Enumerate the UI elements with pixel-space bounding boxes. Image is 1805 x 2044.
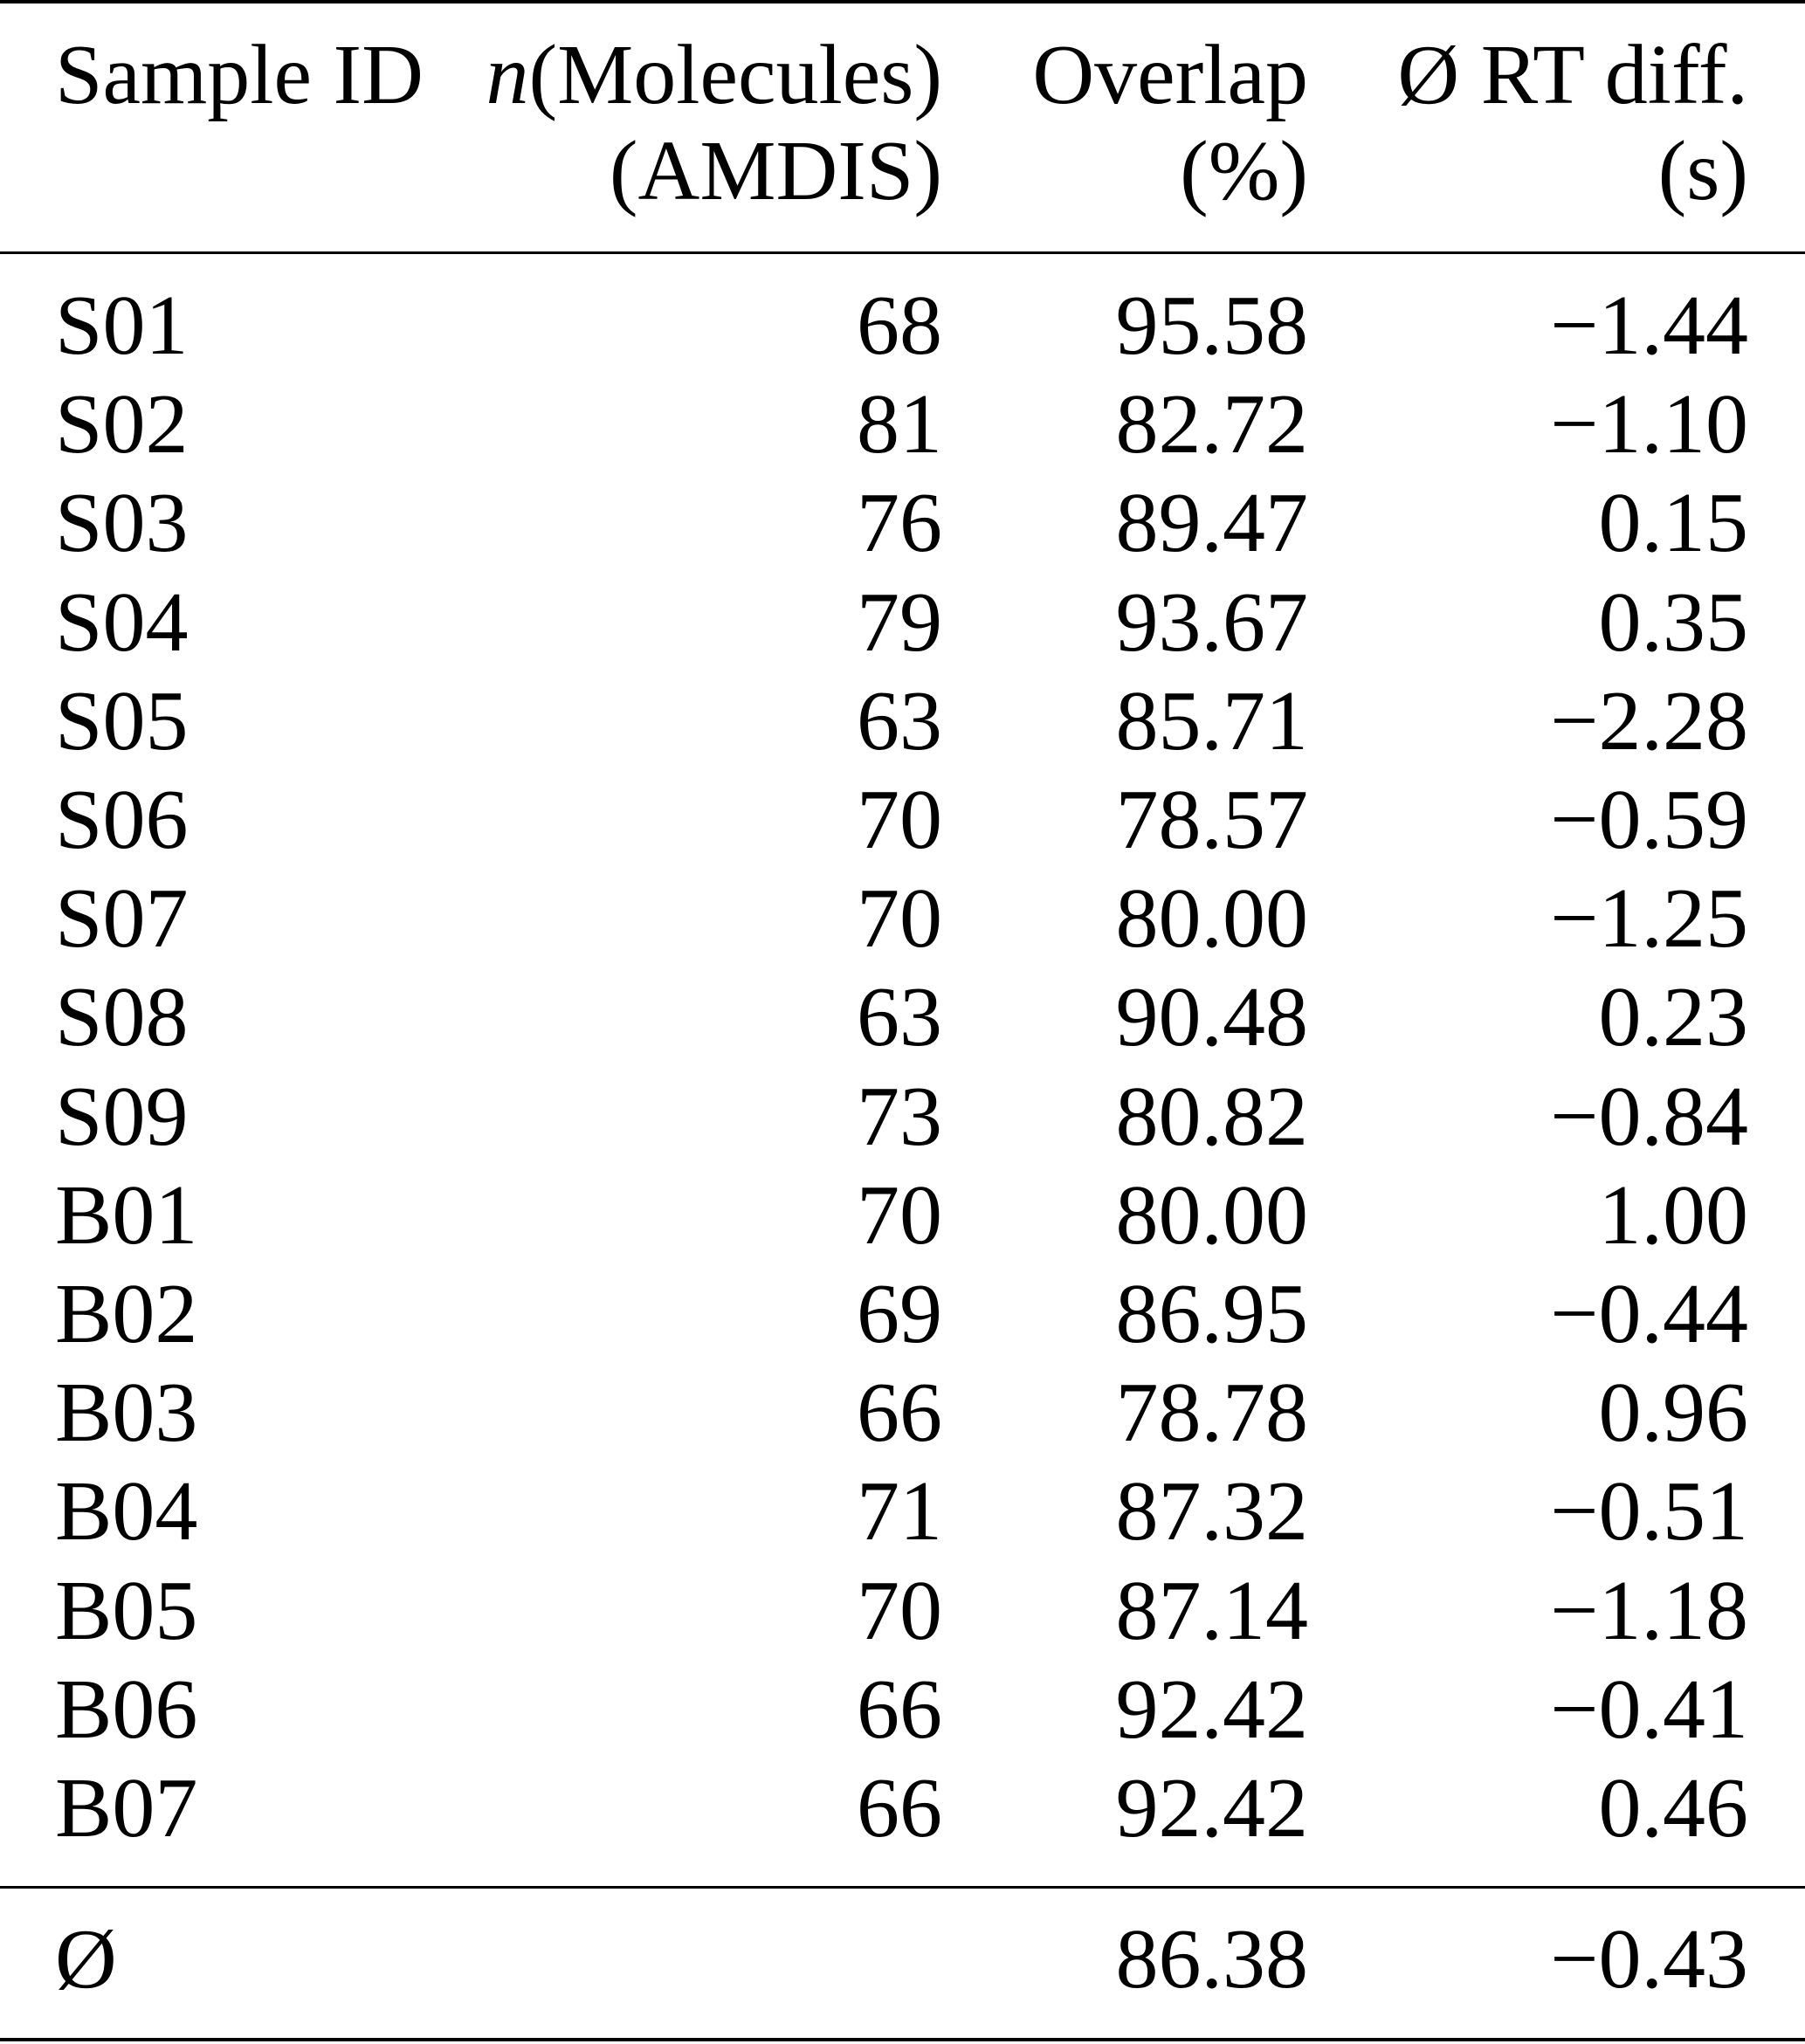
cell-molecules: 70 [857, 1563, 942, 1658]
cell-overlap: 80.00 [1115, 871, 1309, 967]
header-molecules-text: (Molecules) [528, 28, 943, 122]
header-overlap: Overlap [1032, 28, 1308, 122]
cell-rt-diff: −0.84 [1550, 1069, 1748, 1164]
cell-rt-diff: −2.28 [1550, 673, 1748, 768]
cell-overlap: 93.67 [1115, 575, 1309, 670]
cell-molecules: 70 [857, 871, 942, 967]
cell-rt-diff: −1.18 [1550, 1563, 1748, 1658]
cell-sample-id: B04 [55, 1464, 198, 1559]
cell-sample-id: S01 [55, 279, 189, 373]
cell-molecules: 66 [857, 1761, 942, 1855]
cell-overlap: 90.48 [1115, 970, 1309, 1065]
header-overlap-unit: (%) [1180, 124, 1308, 218]
header-molecules: n(Molecules) [486, 26, 943, 125]
cell-rt-diff: 0.23 [1598, 970, 1749, 1065]
cell-rt-diff: 0.35 [1598, 575, 1749, 670]
summary-rule [0, 1886, 1805, 1889]
cell-sample-id: S07 [55, 871, 189, 967]
cell-rt-diff: −0.51 [1550, 1464, 1748, 1559]
header-molecules-n: n [486, 28, 529, 122]
cell-rt-diff: −1.25 [1550, 871, 1748, 967]
cell-sample-id: B01 [55, 1167, 198, 1263]
header-molecules-unit: (AMDIS) [609, 124, 942, 218]
cell-sample-id: S06 [55, 773, 189, 867]
cell-molecules: 68 [857, 279, 942, 373]
cell-sample-id: S02 [55, 377, 189, 472]
cell-sample-id: S04 [55, 575, 189, 670]
cell-molecules: 63 [857, 673, 942, 768]
cell-sample-id: S05 [55, 673, 189, 768]
cell-overlap: 92.42 [1115, 1662, 1309, 1757]
summary-rt-diff: −0.43 [1550, 1912, 1748, 2006]
summary-overlap: 86.38 [1115, 1912, 1309, 2006]
cell-overlap: 82.72 [1115, 377, 1309, 472]
cell-molecules: 66 [857, 1366, 942, 1461]
cell-molecules: 70 [857, 773, 942, 867]
cell-overlap: 95.58 [1115, 279, 1309, 373]
cell-overlap: 78.57 [1115, 773, 1309, 867]
cell-overlap: 86.95 [1115, 1267, 1309, 1361]
cell-molecules: 81 [857, 377, 942, 472]
cell-molecules: 69 [857, 1267, 942, 1361]
cell-molecules: 79 [857, 575, 942, 670]
cell-overlap: 80.82 [1115, 1069, 1309, 1164]
cell-sample-id: S08 [55, 970, 189, 1065]
cell-overlap: 80.00 [1115, 1167, 1309, 1263]
cell-sample-id: B03 [55, 1366, 198, 1461]
cell-molecules: 63 [857, 970, 942, 1065]
cell-sample-id: S09 [55, 1069, 189, 1164]
top-rule [0, 0, 1805, 3]
header-rt-diff-unit: (s) [1657, 124, 1748, 218]
cell-molecules: 70 [857, 1167, 942, 1263]
cell-overlap: 78.78 [1115, 1366, 1309, 1461]
cell-rt-diff: 0.46 [1598, 1761, 1749, 1855]
cell-molecules: 73 [857, 1069, 942, 1164]
header-rule [0, 251, 1805, 254]
header-sample-id: Sample ID [55, 28, 424, 122]
cell-sample-id: S03 [55, 476, 189, 571]
cell-overlap: 92.42 [1115, 1761, 1309, 1855]
cell-overlap: 89.47 [1115, 476, 1309, 571]
cell-sample-id: B07 [55, 1761, 198, 1855]
summary-label: Ø [55, 1912, 117, 2006]
cell-molecules: 71 [857, 1464, 942, 1559]
cell-rt-diff: −1.10 [1550, 377, 1748, 472]
cell-rt-diff: −0.41 [1550, 1662, 1748, 1757]
cell-rt-diff: 0.96 [1598, 1366, 1749, 1461]
cell-rt-diff: 1.00 [1598, 1167, 1749, 1263]
cell-molecules: 76 [857, 476, 942, 571]
cell-rt-diff: −0.59 [1550, 773, 1748, 867]
bottom-rule [0, 2038, 1805, 2041]
cell-overlap: 87.32 [1115, 1464, 1309, 1559]
cell-sample-id: B06 [55, 1662, 198, 1757]
cell-sample-id: B05 [55, 1563, 198, 1658]
cell-rt-diff: 0.15 [1598, 476, 1749, 571]
cell-overlap: 85.71 [1115, 673, 1309, 768]
cell-sample-id: B02 [55, 1267, 198, 1361]
header-rt-diff: Ø RT diff. [1397, 28, 1748, 122]
cell-rt-diff: −0.44 [1550, 1267, 1748, 1361]
cell-overlap: 87.14 [1115, 1563, 1309, 1658]
cell-molecules: 66 [857, 1662, 942, 1757]
cell-rt-diff: −1.44 [1550, 279, 1748, 373]
